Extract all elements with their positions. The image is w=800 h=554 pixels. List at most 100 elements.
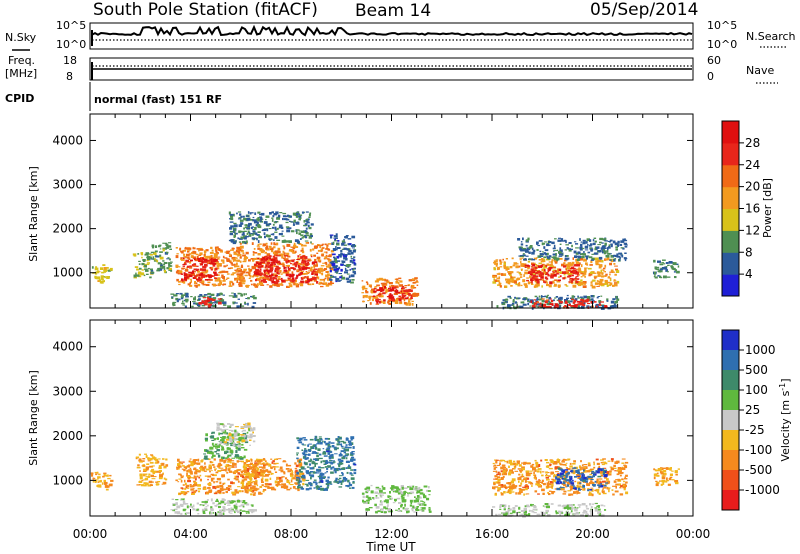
- data-cell: [378, 489, 382, 491]
- data-cell: [239, 273, 243, 276]
- data-cell: [225, 270, 229, 273]
- data-cell: [219, 464, 223, 466]
- data-cell: [507, 282, 510, 285]
- data-cell: [558, 299, 561, 302]
- data-cell: [584, 300, 588, 303]
- data-cell: [596, 280, 599, 282]
- data-cell: [276, 271, 279, 274]
- data-cell: [97, 481, 100, 483]
- data-cell: [345, 444, 348, 446]
- data-cell: [553, 244, 556, 248]
- data-cell: [282, 245, 285, 247]
- data-cell: [218, 272, 222, 274]
- data-cell: [380, 492, 384, 495]
- data-cell: [225, 438, 230, 441]
- data-cell: [533, 471, 535, 475]
- data-cell: [607, 240, 612, 242]
- data-cell: [382, 301, 386, 304]
- data-cell: [308, 260, 311, 262]
- data-cell: [154, 258, 157, 261]
- data-cell: [291, 472, 294, 474]
- data-cell: [187, 478, 191, 480]
- data-cell: [208, 451, 212, 455]
- data-cell: [531, 251, 535, 255]
- data-cell: [388, 298, 393, 302]
- data-cell: [201, 271, 205, 273]
- data-cell: [601, 305, 605, 309]
- data-cell: [210, 451, 214, 455]
- data-cell: [589, 473, 592, 476]
- data-cell: [289, 473, 294, 476]
- data-cell: [142, 458, 146, 460]
- data-cell: [324, 277, 327, 280]
- data-cell: [379, 503, 383, 506]
- data-cell: [267, 269, 271, 273]
- data-cell: [194, 275, 196, 278]
- data-cell: [612, 298, 616, 301]
- data-cell: [499, 262, 502, 265]
- data-cell: [308, 226, 312, 230]
- data-cell: [204, 507, 208, 510]
- data-cell: [141, 256, 143, 259]
- data-cell: [544, 306, 549, 309]
- data-cell: [205, 284, 210, 286]
- data-cell: [368, 295, 372, 299]
- data-cell: [171, 296, 174, 298]
- data-cell: [601, 242, 604, 244]
- data-cell: [224, 459, 229, 461]
- data-cell: [204, 257, 209, 259]
- data-cell: [204, 265, 207, 269]
- data-cell: [394, 498, 397, 501]
- data-cell: [235, 491, 239, 494]
- data-cell: [595, 260, 598, 262]
- data-cell: [237, 249, 239, 251]
- data-cell: [220, 439, 222, 442]
- data-cell: [218, 294, 221, 296]
- data-cell: [276, 239, 281, 241]
- data-cell: [537, 493, 540, 495]
- data-cell: [536, 298, 540, 301]
- data-cell: [186, 472, 188, 476]
- data-cell: [236, 441, 241, 443]
- data-cell: [231, 457, 236, 459]
- data-cell: [423, 503, 427, 507]
- data-cell: [379, 488, 382, 490]
- data-cell: [312, 466, 315, 470]
- data-cell: [334, 470, 337, 474]
- data-cell: [180, 297, 184, 300]
- data-cell: [302, 265, 306, 269]
- data-cell: [181, 462, 184, 465]
- data-cell: [189, 281, 192, 285]
- data-cell: [261, 230, 265, 232]
- data-cell: [366, 489, 369, 492]
- data-cell: [282, 264, 285, 267]
- data-cell: [197, 257, 201, 260]
- data-cell: [313, 479, 317, 481]
- data-cell: [231, 466, 235, 468]
- data-cell: [531, 251, 535, 254]
- data-cell: [552, 478, 555, 481]
- data-cell: [197, 284, 201, 287]
- data-cell: [247, 265, 250, 267]
- data-cell: [317, 487, 322, 490]
- data-cell: [214, 263, 217, 265]
- data-cell: [347, 466, 352, 469]
- data-cell: [238, 217, 242, 219]
- data-cell: [233, 442, 235, 445]
- data-cell: [218, 505, 221, 508]
- data-cell: [536, 270, 539, 272]
- data-cell: [180, 476, 184, 479]
- data-cell: [265, 224, 269, 226]
- data-cell: [623, 487, 626, 491]
- data-cell: [204, 501, 207, 505]
- data-cell: [513, 279, 517, 281]
- data-cell: [330, 274, 333, 277]
- data-cell: [508, 280, 513, 283]
- data-cell: [409, 487, 413, 490]
- data-cell: [597, 282, 600, 285]
- data-cell: [217, 470, 222, 472]
- data-cell: [245, 215, 250, 217]
- data-cell: [546, 255, 549, 257]
- data-cell: [302, 479, 306, 482]
- data-cell: [532, 273, 537, 276]
